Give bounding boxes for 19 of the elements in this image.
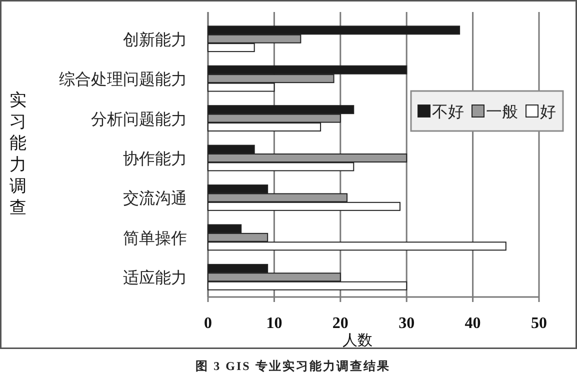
- y-tick-label: 适应能力: [123, 269, 187, 288]
- x-tick-label: 0: [204, 315, 212, 332]
- x-tick-label: 40: [464, 315, 481, 332]
- x-tick-label: 50: [531, 315, 547, 332]
- x-tick-label: 30: [398, 315, 415, 332]
- xlabel: 人数: [342, 333, 372, 349]
- x-tick-label: 10: [266, 315, 282, 332]
- y-tick-label: 创新能力: [123, 30, 187, 49]
- legend-label: 好: [540, 104, 556, 121]
- x-tick-label: 20: [332, 315, 348, 332]
- y-tick-label: 协作能力: [123, 150, 187, 168]
- y-tick-label: 综合处理问题能力: [59, 70, 187, 89]
- caption: 图 3 GIS 专业实习能力调查结果: [196, 359, 390, 373]
- legend-label: 不好: [432, 104, 464, 121]
- y-tick-label: 分析问题能力: [91, 110, 187, 128]
- legend-label: 一般: [486, 104, 518, 121]
- ylabel: 实习能力调查: [10, 90, 26, 217]
- y-tick-label: 交流沟通: [123, 190, 187, 208]
- y-tick-label: 简单操作: [123, 229, 187, 248]
